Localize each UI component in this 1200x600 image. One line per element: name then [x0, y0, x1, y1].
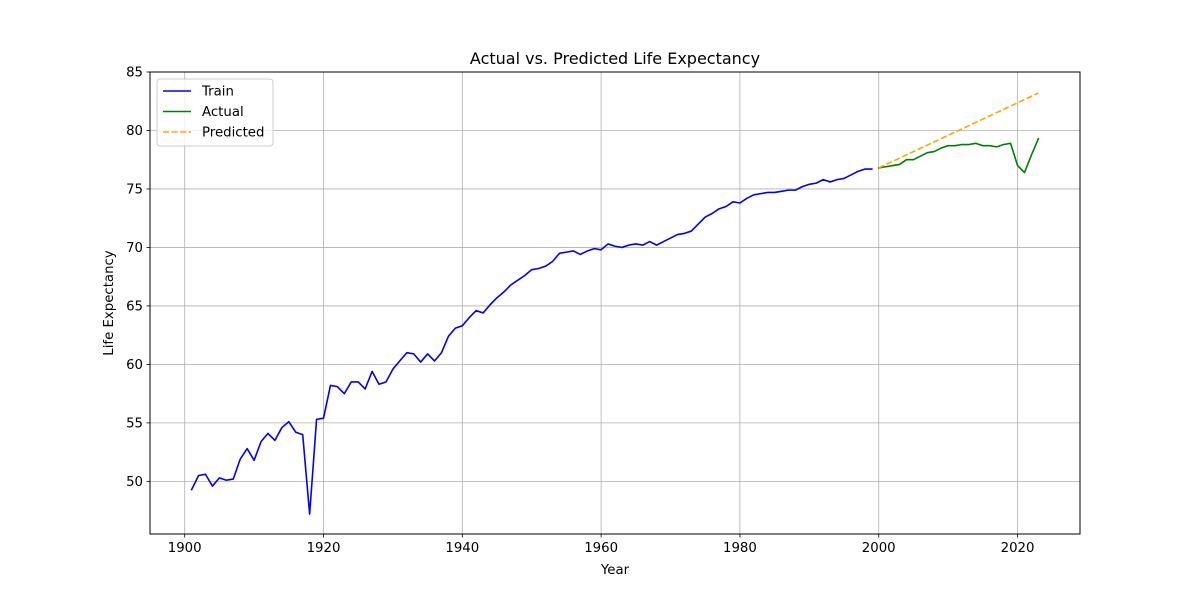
- actual-legend-label: Actual: [202, 105, 244, 120]
- y-tick-label: 60: [126, 358, 143, 373]
- x-tick-label: 1900: [168, 541, 202, 556]
- y-tick-label: 65: [126, 299, 143, 314]
- x-tick-label: 1980: [723, 541, 757, 556]
- y-tick-label: 75: [126, 182, 143, 197]
- plot-frame: [149, 71, 1081, 535]
- y-axis-label: Life Expectancy: [102, 250, 117, 355]
- axis-ticks: 1900 1920 1940 1960 1980 2000 2020 50 55 60 65 70 75…: [126, 66, 1034, 557]
- y-tick-label: 85: [126, 66, 143, 81]
- x-tick-label: 2020: [1001, 541, 1035, 556]
- x-tick-label: 2000: [862, 541, 896, 556]
- predicted-series-line: [878, 92, 1039, 169]
- train-legend-label: Train: [201, 85, 234, 100]
- plot-series: [190, 92, 1040, 515]
- chart-title: Actual vs. Predicted Life Expectancy: [470, 49, 760, 68]
- legend: Train Actual Predicted: [156, 78, 274, 147]
- x-tick-label: 1920: [307, 541, 341, 556]
- y-tick-label: 55: [126, 416, 143, 431]
- x-tick-label: 1960: [584, 541, 618, 556]
- y-tick-label: 80: [126, 124, 143, 139]
- actual-series-line: [877, 137, 1040, 174]
- x-tick-label: 1940: [445, 541, 479, 556]
- x-axis-label: Year: [600, 563, 630, 578]
- y-tick-label: 70: [126, 241, 143, 256]
- predicted-legend-label: Predicted: [202, 126, 264, 141]
- legend-box: [156, 78, 274, 147]
- train-series-line: [190, 168, 873, 515]
- y-tick-label: 50: [126, 475, 143, 490]
